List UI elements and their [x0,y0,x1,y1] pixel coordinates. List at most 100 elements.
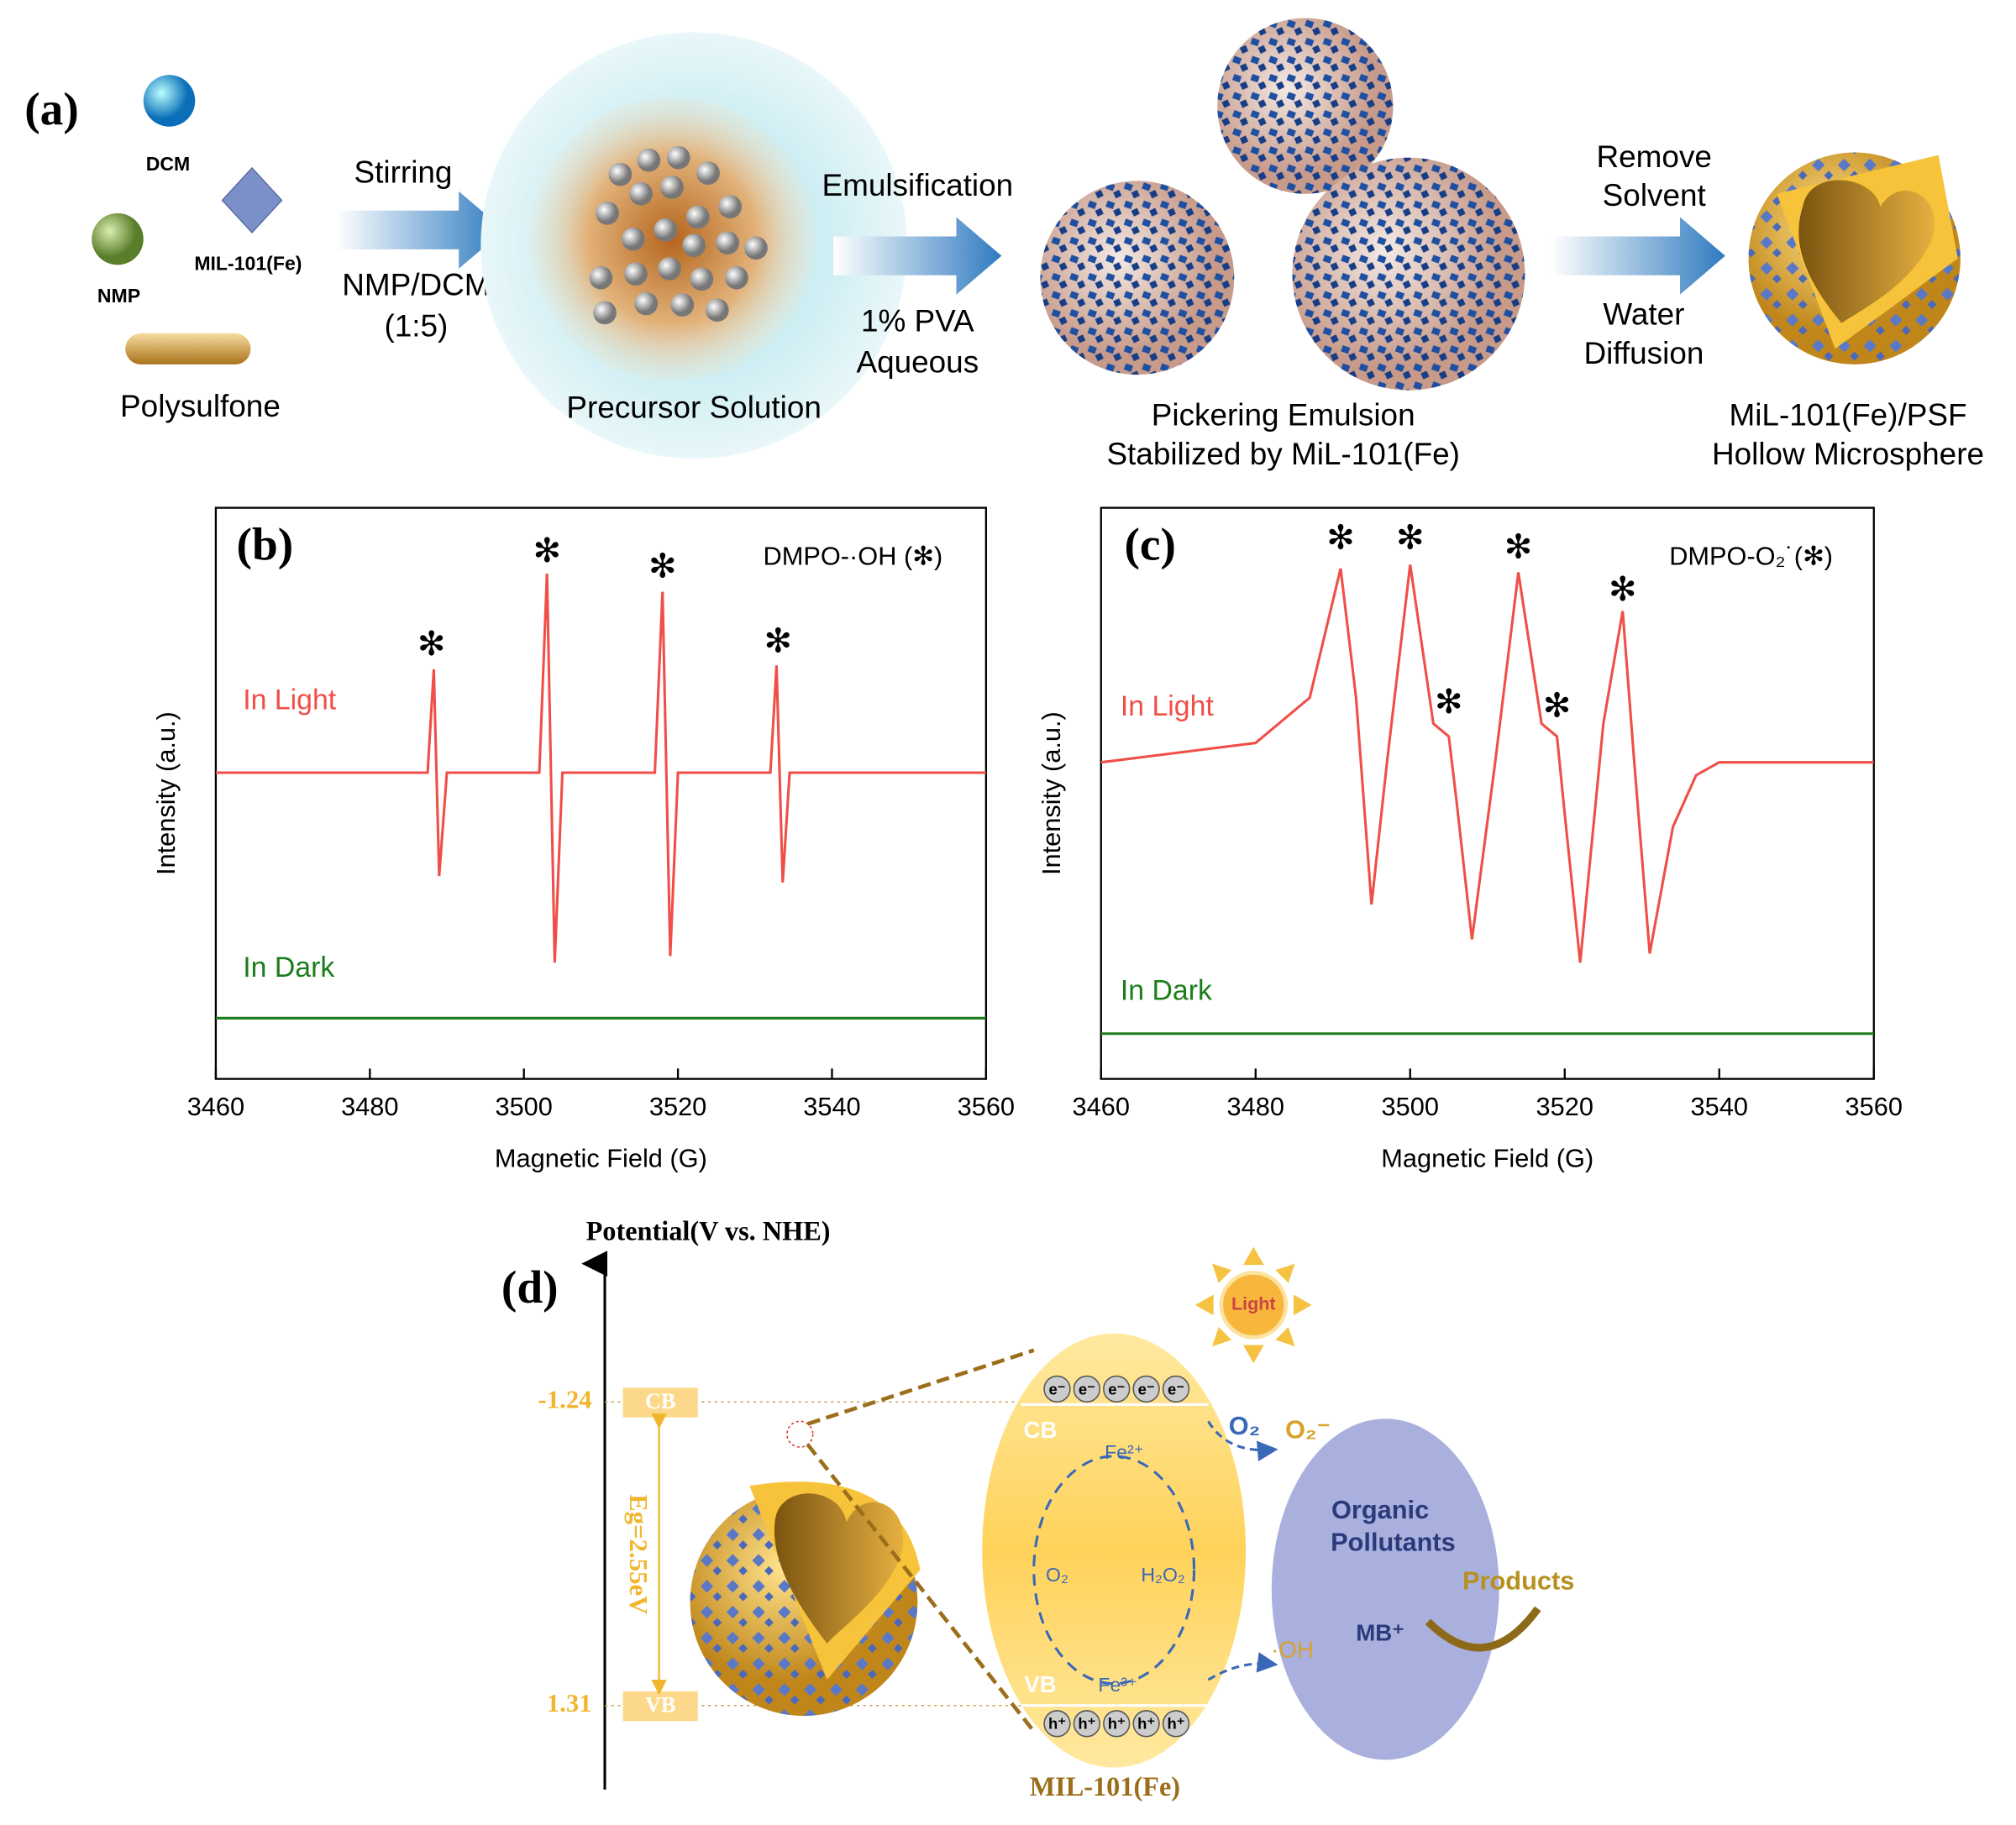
peak-marker: ✻ [648,548,677,585]
hole [1073,1710,1100,1738]
hole [1103,1710,1131,1738]
spectrum-line [1100,564,1874,963]
step-label: Aqueous [856,345,979,380]
annotation: DMPO-·OH (✻) [764,542,943,571]
x-tick-label: 3520 [1536,1092,1593,1121]
stage-label: Hollow Microsphere [1712,437,1984,471]
electron [1132,1375,1160,1403]
x-tick-label: 3460 [1073,1092,1130,1121]
x-tick-label: 3500 [1382,1092,1439,1121]
panel-a: (a) DCM MIL-101(Fe) NMP Polysulfone Stir… [24,18,1984,471]
pollutant-label: Pollutants [1331,1528,1456,1557]
peak-marker: ✻ [1326,520,1355,557]
species: Fe²⁺ [1105,1441,1144,1463]
species: ·OH [1271,1636,1314,1662]
electron [1043,1375,1071,1403]
band-label: VB [645,1692,675,1717]
panel-label: (c) [1124,519,1175,570]
step-label: 1% PVA [861,303,974,338]
emulsion-droplets [1040,18,1525,391]
hollow-microsphere [1748,152,1961,364]
potential-label: -1.24 [538,1385,592,1413]
series-label: In Light [1121,690,1215,722]
species: H₂O₂ [1141,1564,1185,1586]
electron [1162,1375,1190,1403]
electron-label: e⁻ [1108,1380,1125,1398]
mof-ellipse [982,1333,1247,1768]
hole-label: h⁺ [1048,1715,1066,1733]
step-label: Emulsification [822,168,1013,202]
step-label: Diffusion [1583,336,1704,370]
pollutant-label: MB⁺ [1356,1619,1404,1645]
electron-label: e⁻ [1048,1380,1065,1398]
x-axis-label: Magnetic Field (G) [1381,1144,1593,1173]
particles [589,145,768,325]
x-axis-label: Magnetic Field (G) [495,1144,707,1173]
stage-label: Stabilized by MiL-101(Fe) [1106,437,1459,471]
peak-marker: ✻ [1609,571,1637,608]
dcm-icon [143,75,196,127]
mof-icon [221,166,283,234]
step-label: NMP/DCM [342,267,490,302]
axis-title: Potential(V vs. NHE) [586,1216,831,1246]
zoom-line [806,1348,1035,1426]
pollutant-label: Organic [1331,1495,1429,1524]
x-tick-label: 3560 [958,1092,1015,1121]
zoom-line [806,1443,1036,1733]
arrow [336,191,504,269]
x-tick-label: 3460 [187,1092,244,1121]
electron [1103,1375,1131,1403]
species: O₂⁻ [1285,1415,1331,1445]
peak-marker: ✻ [764,623,793,660]
band-label: CB [645,1389,675,1413]
electron-label: e⁻ [1138,1380,1155,1398]
step-label: Stirring [354,155,453,189]
hole [1162,1710,1190,1738]
band-label: VB [1024,1671,1056,1697]
panel-label: (d) [501,1261,559,1313]
spectrum-line [215,574,986,963]
arrow [833,217,1002,295]
peak-marker: ✻ [533,532,561,569]
panel-label: (b) [237,519,294,570]
step-label: Remove [1597,139,1712,174]
flow-arrow [1207,1652,1278,1681]
spectra: 3460 3480 3500 3520 3540 3560 Magnetic Field (… [151,506,1903,1173]
band-box [622,1387,698,1418]
x-tick-label: 3540 [1691,1092,1748,1121]
products-label: Products [1462,1566,1574,1596]
stage-label: MiL-101(Fe)/PSF [1729,398,1966,433]
peak-marker: ✻ [1396,520,1425,557]
species: O₂ [1046,1564,1068,1586]
hole-label: h⁺ [1167,1715,1184,1733]
hole [1043,1710,1071,1738]
conversion-arrow [1425,1606,1541,1652]
polymer-icon [125,333,251,364]
peak-marker: ✻ [1435,684,1463,721]
hole-label: h⁺ [1137,1715,1155,1733]
y-axis-label: Intensity (a.u.) [1037,711,1066,875]
band-box [622,1691,698,1722]
panel-d: (d) Potential(V vs. NHE) -1.24 1.31 CB V… [501,1216,1574,1802]
x-tick-label: 3500 [495,1092,552,1121]
species: Fe³⁺ [1098,1674,1137,1696]
series-label: In Dark [1121,974,1212,1006]
plot-frame [1100,506,1875,1080]
reagent-label: Polysulfone [120,389,281,423]
x-tick-label: 3540 [803,1092,860,1121]
hole-label: h⁺ [1078,1715,1095,1733]
stage-label: Precursor Solution [566,390,822,424]
redox-cycle [1032,1455,1196,1686]
peak-marker: ✻ [417,626,446,663]
series-label: In Light [243,684,337,716]
step-label: (1:5) [384,309,448,343]
electron-label: e⁻ [1168,1380,1184,1398]
step-label: Water [1603,297,1684,332]
species: O₂ [1229,1411,1261,1440]
flow-arrow [1207,1420,1278,1461]
electron-label: e⁻ [1079,1380,1095,1398]
microsphere [690,1420,921,1717]
x-tick-label: 3480 [1227,1092,1284,1121]
